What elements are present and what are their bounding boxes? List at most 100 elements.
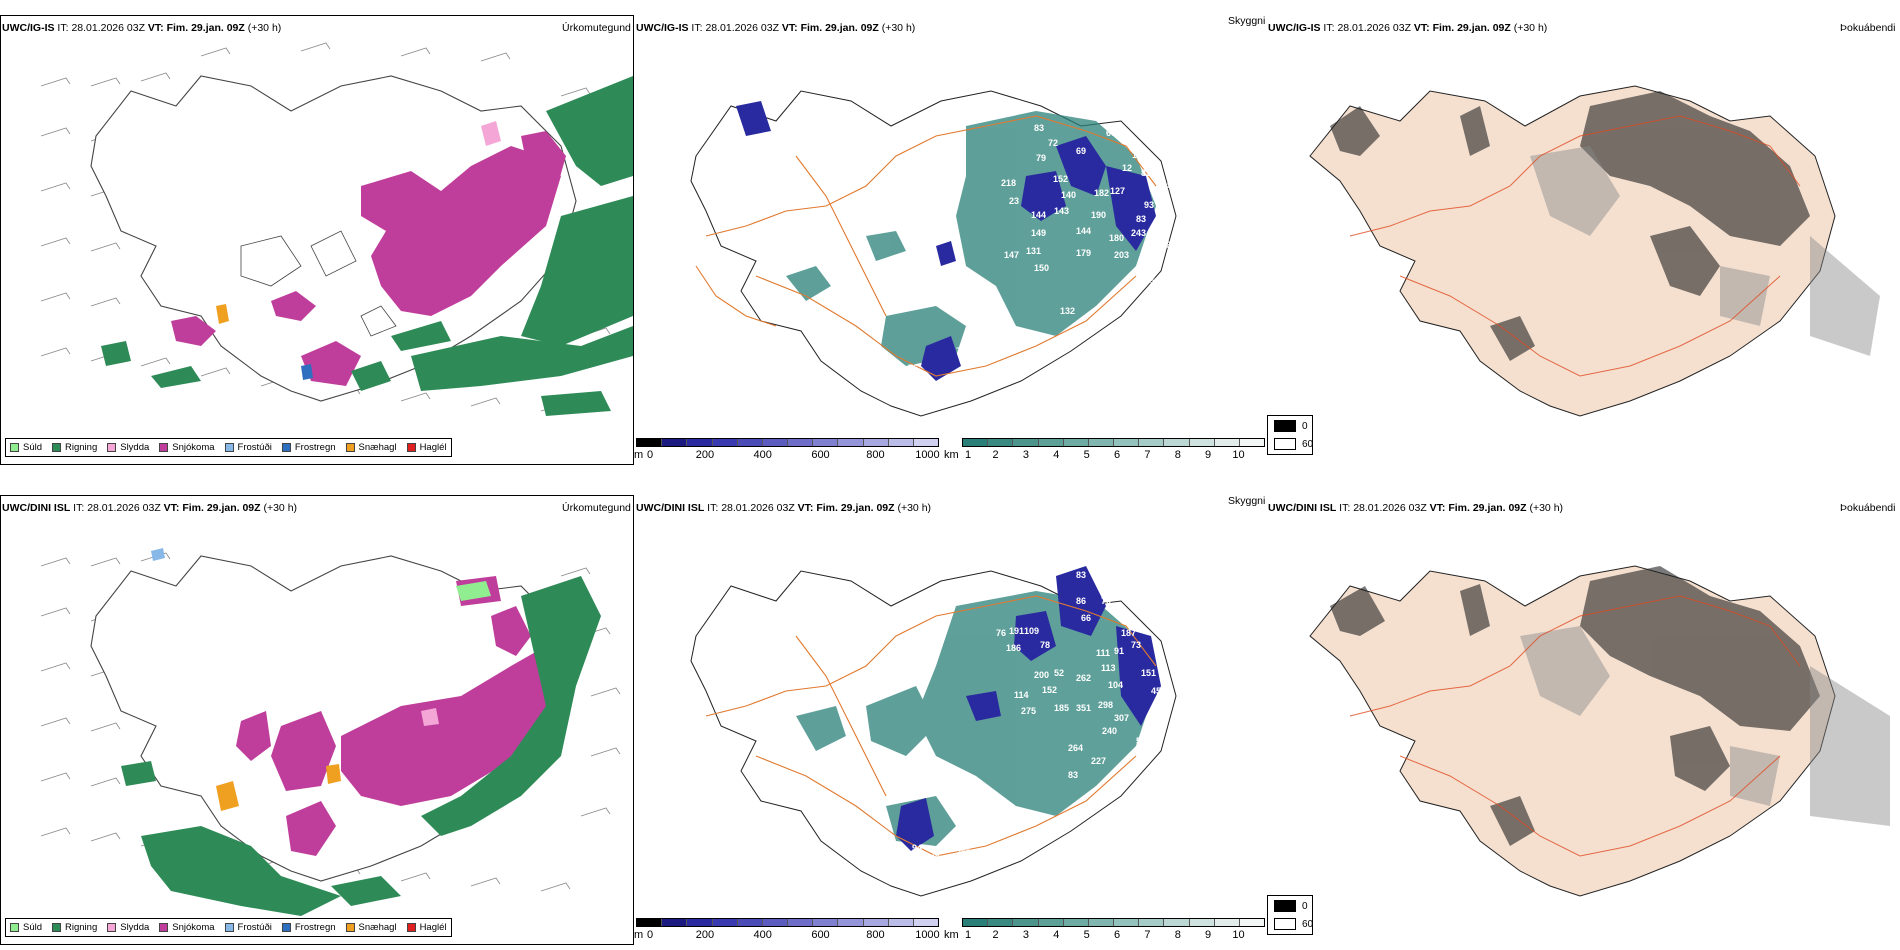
cbar-cell xyxy=(687,439,712,446)
colorbar-ticks-m: 0 200 400 600 800 1000 xyxy=(650,929,939,943)
cbar-cell xyxy=(988,439,1013,446)
vis-label: 95 xyxy=(1167,180,1177,190)
valid-time-label: VT: xyxy=(782,22,798,34)
vis-label: 71 xyxy=(1067,334,1077,344)
vis-label: 243 xyxy=(1131,228,1146,238)
cbar-cell xyxy=(1114,439,1139,446)
cbar-cell xyxy=(889,919,914,926)
legend-item-snow: Snjókoma xyxy=(159,442,214,453)
cbar-cell xyxy=(713,439,738,446)
tick-label: 6 xyxy=(1114,449,1120,461)
cbar-cell xyxy=(1039,919,1064,926)
vis-label: 187 xyxy=(1121,628,1136,638)
legend-label: Frostregn xyxy=(295,442,336,453)
valid-time-label: VT: xyxy=(148,22,164,34)
lead-time: (+30 h) xyxy=(882,22,916,34)
vis-label: 144 xyxy=(1132,150,1147,160)
vis-label: 69 xyxy=(1076,146,1086,156)
vis-label: 83 xyxy=(1068,770,1078,780)
rain-swatch xyxy=(52,443,61,452)
iceland-land xyxy=(1310,86,1835,416)
visibility-colorbar-km xyxy=(962,918,1265,927)
vis-label: 62 xyxy=(1166,240,1176,250)
init-time-label: IT: xyxy=(691,22,702,34)
cbar-cell xyxy=(813,439,838,446)
legend-label: Snjókoma xyxy=(172,442,214,453)
vis-label: 66 xyxy=(1081,613,1091,623)
tick-label: 2 xyxy=(993,449,999,461)
vis-label: 127 xyxy=(1110,186,1125,196)
panel-header: UWC/IG-IS IT: 28.01.2026 03Z VT: Fim. 29… xyxy=(636,22,915,34)
vis-label: 298 xyxy=(1098,700,1113,710)
vis-label: 104 xyxy=(1108,680,1123,690)
cbar-cell xyxy=(1139,919,1164,926)
tick-label: 8 xyxy=(1175,449,1181,461)
cbar-cell xyxy=(864,439,889,446)
freezing-drizzle-swatch xyxy=(225,923,234,932)
visibility-colorbar-m xyxy=(636,918,939,927)
fog-swatch-light xyxy=(1274,438,1296,450)
vis-label: 132 xyxy=(1060,306,1075,316)
field-name-visibility: Skyggni xyxy=(1228,15,1265,27)
tick-label: 1 xyxy=(965,449,971,461)
tick-label: 6 xyxy=(1114,929,1120,941)
precip-type-panel: Súld Rigning Slydda Snjókoma Frostúði Fr… xyxy=(0,495,634,945)
init-time: 28.01.2026 03Z xyxy=(1337,22,1411,34)
cbar-cell xyxy=(1215,919,1240,926)
cbar-cell xyxy=(637,919,662,926)
vis-label: 45 xyxy=(1151,686,1161,696)
cbar-cell xyxy=(914,919,938,926)
field-name-fog: Þokuábendi xyxy=(1840,502,1895,514)
legend-item-drizzle: Súld xyxy=(10,442,42,453)
valid-time: Fim. 29.jan. 09Z xyxy=(1433,22,1511,34)
cbar-cell xyxy=(1089,439,1114,446)
vis-label: 77 xyxy=(956,346,966,356)
vis-label: 83 xyxy=(1136,214,1146,224)
legend-item-freezing-drizzle: Frostúði xyxy=(225,442,272,453)
tick-label: 5 xyxy=(1084,449,1090,461)
cbar-cell xyxy=(1013,919,1038,926)
panel-header: UWC/DINI ISL IT: 28.01.2026 03Z VT: Fim.… xyxy=(2,502,297,514)
legend-label: Snæhagl xyxy=(359,442,397,453)
colorbar-unit-km: km xyxy=(944,929,959,941)
vis-label: 186 xyxy=(1006,643,1021,653)
legend-item-rain: Rigning xyxy=(52,922,97,933)
vis-label: 113 xyxy=(1101,663,1116,673)
valid-time: Fim. 29.jan. 09Z xyxy=(816,502,894,514)
vis-label: 193 xyxy=(1156,206,1171,216)
fog-map-panel xyxy=(1290,516,1890,916)
visibility-map-panel: 83 72 79 218 23 144 143 149 131 147 150 … xyxy=(636,36,1266,436)
model-name: UWC/DINI ISL xyxy=(636,502,704,514)
visibility-map: 83 72 79 218 23 144 143 149 131 147 150 … xyxy=(636,36,1266,436)
freezing-drizzle-swatch xyxy=(225,443,234,452)
snow-swatch xyxy=(159,443,168,452)
vis-label: 54 xyxy=(1146,606,1156,616)
tick-label: 800 xyxy=(866,929,884,941)
visibility-map-panel: 83 86 70 66 187 73 54 91 151 113 111 45 … xyxy=(636,516,1266,916)
tick-label: 600 xyxy=(811,449,829,461)
legend-label: Rigning xyxy=(65,922,97,933)
cbar-cell xyxy=(713,919,738,926)
vis-label: 200 xyxy=(1034,670,1049,680)
valid-time: Fim. 29.jan. 09Z xyxy=(801,22,879,34)
cbar-cell xyxy=(864,919,889,926)
legend-item-snow: Snjókoma xyxy=(159,922,214,933)
cbar-cell xyxy=(914,439,938,446)
vis-label: 111 xyxy=(1096,648,1110,658)
colorbar-ticks-km: 1 2 3 4 5 6 7 8 9 10 xyxy=(968,449,1244,463)
cbar-cell xyxy=(763,919,788,926)
legend-label: Rigning xyxy=(65,442,97,453)
vis-label: 227 xyxy=(1091,756,1106,766)
lead-time: (+30 h) xyxy=(1529,502,1563,514)
legend-item-sleet: Slydda xyxy=(107,922,149,933)
legend-label: Frostregn xyxy=(295,922,336,933)
legend-item-hail: Haglél xyxy=(407,922,447,933)
row-2: Súld Rigning Slydda Snjókoma Frostúði Fr… xyxy=(0,480,1900,950)
vis-label: 85 xyxy=(1164,156,1174,166)
init-time-label: IT: xyxy=(57,22,68,34)
vis-label: 72 xyxy=(1048,138,1058,148)
field-name-fog: Þokuábendi xyxy=(1840,22,1895,34)
tick-label: 9 xyxy=(1205,449,1211,461)
freezing-rain-swatch xyxy=(282,923,291,932)
vis-label: 307 xyxy=(1114,713,1129,723)
